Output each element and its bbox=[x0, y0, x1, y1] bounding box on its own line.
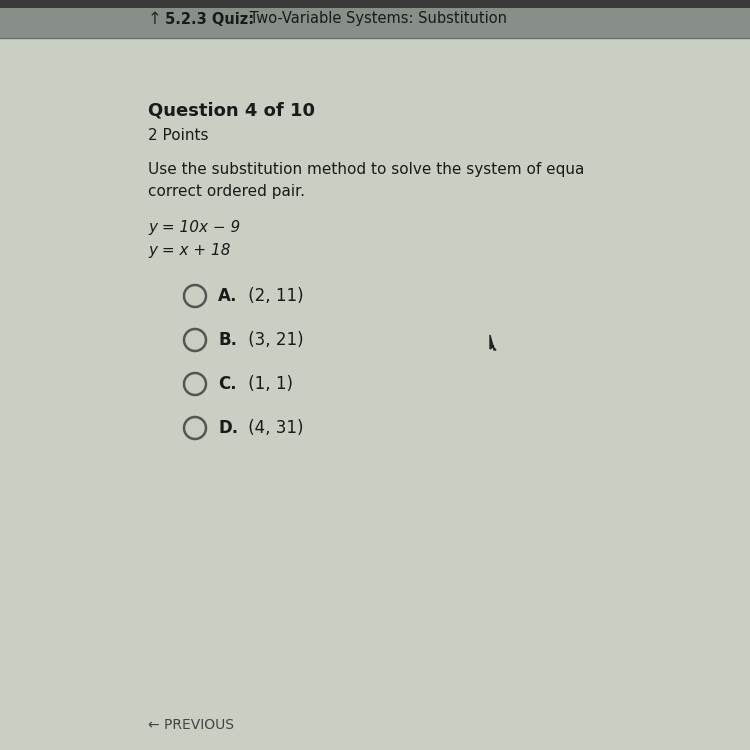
Text: (3, 21): (3, 21) bbox=[243, 331, 304, 349]
Text: D.: D. bbox=[218, 419, 238, 437]
Text: (2, 11): (2, 11) bbox=[243, 287, 304, 305]
Text: (4, 31): (4, 31) bbox=[243, 419, 304, 437]
Bar bbox=[0, 0, 750, 38]
Text: C.: C. bbox=[218, 375, 237, 393]
Text: y = x + 18: y = x + 18 bbox=[148, 243, 230, 258]
Text: B.: B. bbox=[218, 331, 237, 349]
Text: y = 10x − 9: y = 10x − 9 bbox=[148, 220, 240, 235]
Text: A.: A. bbox=[218, 287, 238, 305]
Text: 5.2.3 Quiz:: 5.2.3 Quiz: bbox=[165, 11, 260, 26]
Bar bbox=[0, 0, 750, 8]
Text: Two-Variable Systems: Substitution: Two-Variable Systems: Substitution bbox=[245, 11, 507, 26]
Polygon shape bbox=[490, 335, 496, 350]
Text: correct ordered pair.: correct ordered pair. bbox=[148, 184, 305, 199]
Text: Question 4 of 10: Question 4 of 10 bbox=[148, 102, 315, 120]
Text: ↑: ↑ bbox=[148, 10, 162, 28]
Text: Use the substitution method to solve the system of equa: Use the substitution method to solve the… bbox=[148, 162, 584, 177]
Text: (1, 1): (1, 1) bbox=[243, 375, 293, 393]
Text: ← PREVIOUS: ← PREVIOUS bbox=[148, 718, 234, 732]
Text: 2 Points: 2 Points bbox=[148, 128, 208, 143]
